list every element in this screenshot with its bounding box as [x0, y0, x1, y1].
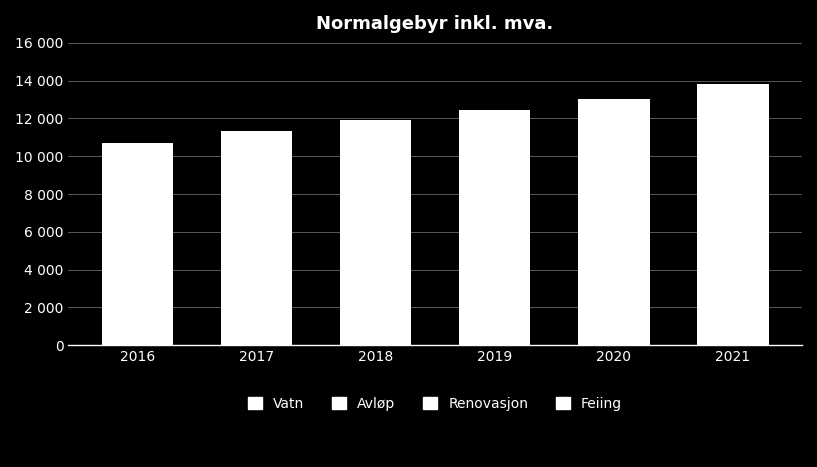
Bar	[340, 156, 411, 226]
Bar	[221, 291, 292, 345]
Bar	[101, 175, 173, 238]
Bar	[340, 120, 411, 156]
Title: Normalgebyr inkl. mva.: Normalgebyr inkl. mva.	[316, 15, 554, 33]
Legend: Vatn, Avløp, Renovasjon, Feiing: Vatn, Avløp, Renovasjon, Feiing	[243, 391, 627, 417]
Bar	[221, 232, 292, 291]
Bar	[578, 216, 650, 284]
Bar	[697, 84, 769, 133]
Bar	[459, 221, 530, 287]
Bar	[340, 289, 411, 345]
Bar	[578, 284, 650, 345]
Bar	[697, 280, 769, 345]
Bar	[697, 209, 769, 280]
Bar	[578, 99, 650, 142]
Bar	[578, 142, 650, 216]
Bar	[221, 167, 292, 232]
Bar	[459, 110, 530, 149]
Bar	[101, 238, 173, 294]
Bar	[697, 133, 769, 209]
Bar	[459, 149, 530, 221]
Bar	[101, 294, 173, 345]
Bar	[340, 226, 411, 289]
Bar	[459, 287, 530, 345]
Bar	[221, 131, 292, 167]
Bar	[101, 143, 173, 175]
